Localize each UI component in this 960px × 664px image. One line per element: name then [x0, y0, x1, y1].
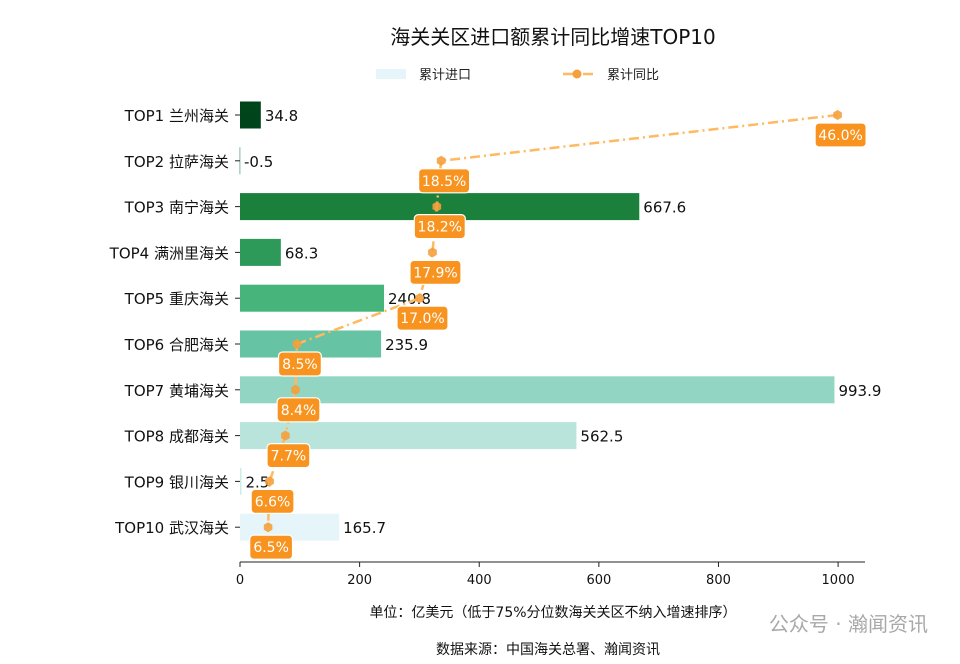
yoy-value-label: 6.5% [253, 540, 289, 556]
yoy-marker [436, 155, 446, 166]
yoy-marker [292, 339, 302, 349]
bar-value-label: 235.9 [385, 336, 428, 354]
y-tick-label: TOP2 拉萨海关 [124, 153, 229, 171]
yoy-value-label: 7.7% [271, 449, 307, 465]
legend-line-label: 累计同比 [607, 68, 659, 83]
yoy-value-label: 18.2% [418, 220, 462, 236]
yoy-marker [432, 201, 442, 212]
chart-title: 海关关区进口额累计同比增速TOP10 [390, 25, 715, 49]
x-tick-label: 200 [347, 573, 372, 588]
yoy-label-box [409, 259, 462, 285]
x-tick-label: 0 [236, 573, 244, 588]
y-tick-label: TOP9 银川海关 [124, 473, 229, 491]
y-tick-label: TOP4 满洲里海关 [109, 244, 229, 262]
y-tick-label: TOP1 兰州海关 [124, 107, 229, 125]
bar-value-label: -0.5 [244, 153, 273, 171]
yoy-marker [291, 384, 300, 395]
y-tick-label: TOP8 成都海关 [124, 428, 229, 446]
yoy-marker [415, 293, 424, 304]
yoy-value-label: 17.9% [413, 265, 457, 281]
yoy-label-box [814, 122, 867, 148]
x-tick-label: 400 [467, 573, 492, 588]
bar-value-label: 240.8 [388, 290, 431, 308]
y-tick-label: TOP10 武汉海关 [114, 519, 229, 537]
watermark: 公众号 · 瀚闻资讯 [769, 612, 928, 636]
yoy-label-box [266, 443, 311, 469]
yoy-value-label: 6.6% [255, 494, 291, 510]
yoy-marker [428, 247, 437, 258]
legend-bar-label: 累计进口 [419, 68, 471, 83]
bar-value-label: 34.8 [265, 107, 298, 125]
yoy-label-box [277, 351, 322, 377]
y-tick-label: TOP5 重庆海关 [124, 290, 229, 308]
yoy-value-label: 8.5% [282, 357, 318, 373]
yoy-marker [265, 476, 274, 487]
legend-bar-swatch [376, 69, 406, 79]
y-tick-label: TOP6 合肥海关 [124, 336, 229, 354]
bar [240, 284, 385, 312]
yoy-label-box [250, 488, 295, 514]
x-tick-label: 600 [586, 573, 611, 588]
bar [240, 376, 835, 404]
yoy-label-box [249, 534, 294, 560]
x-tick-label: 1000 [822, 573, 855, 588]
yoy-marker [833, 110, 842, 120]
yoy-value-label: 8.4% [281, 403, 317, 419]
bar-value-label: 68.3 [285, 244, 318, 262]
yoy-value-label: 17.0% [400, 311, 444, 327]
x-axis-label: 单位：亿美元（低于75%分位数海关关区不纳入增速排序） [369, 605, 736, 621]
bar-value-label: 993.9 [838, 382, 881, 400]
source-note: 数据来源：中国海关总署、瀚闻资讯 [436, 642, 660, 658]
yoy-label-box [396, 305, 449, 331]
yoy-value-label: 18.5% [422, 174, 466, 190]
bar [240, 101, 261, 129]
yoy-label-box [418, 168, 471, 194]
yoy-label-box [413, 214, 466, 240]
bar-value-label: 562.5 [580, 428, 623, 446]
yoy-label-box [276, 397, 321, 423]
y-tick-label: TOP3 南宁海关 [124, 199, 229, 217]
x-axis: 0 200 400 600 800 1000 [236, 561, 865, 588]
bar [240, 238, 281, 266]
yoy-marker [263, 522, 273, 533]
y-tick-label: TOP7 黄埔海关 [124, 382, 229, 400]
legend: 累计进口 累计同比 [376, 68, 659, 83]
x-tick-label: 800 [706, 573, 731, 588]
yoy-marker [281, 430, 290, 441]
yoy-value-label: 46.0% [818, 128, 862, 144]
bar-value-label: 2.5 [245, 473, 269, 491]
legend-line-marker [572, 69, 582, 79]
bar-value-label: 667.6 [643, 199, 686, 217]
bar [240, 467, 242, 495]
yoy-line [266, 113, 838, 528]
bar-value-label: 165.7 [343, 519, 386, 537]
